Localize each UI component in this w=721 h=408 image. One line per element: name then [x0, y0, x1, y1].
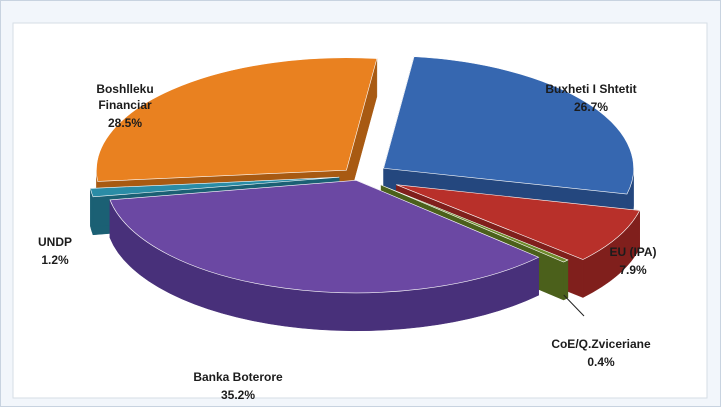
slice-rim-coe-q-zviceriane	[564, 260, 568, 300]
